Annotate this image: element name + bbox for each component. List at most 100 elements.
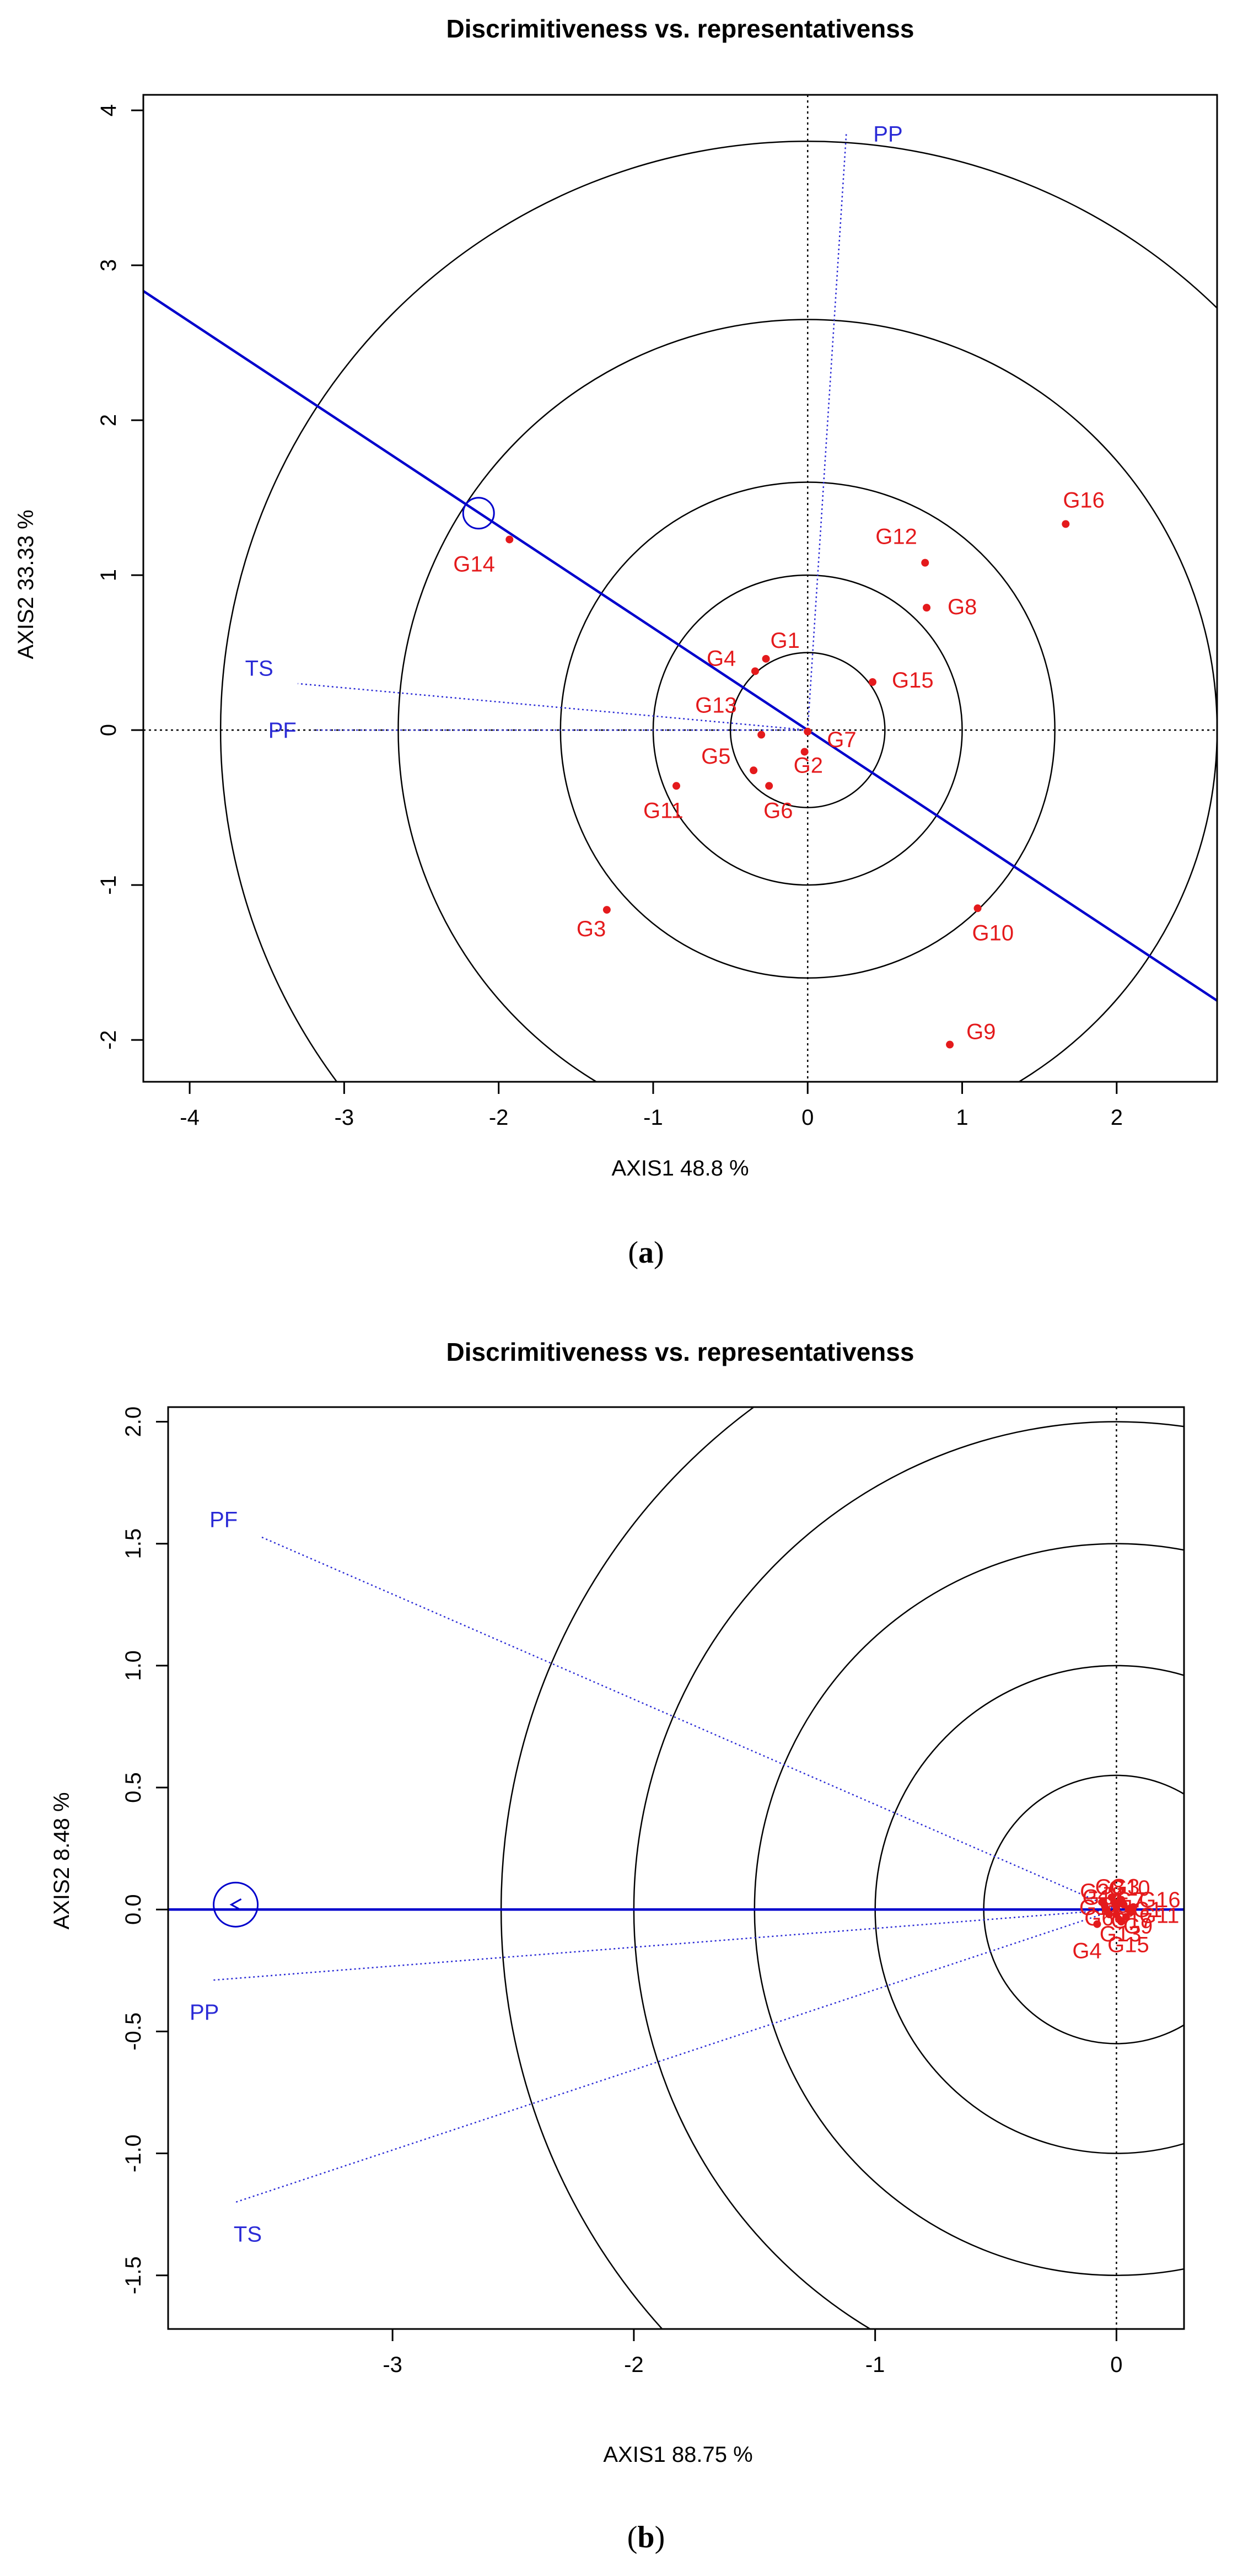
chart-a-genotype-point-g2 <box>800 748 809 756</box>
chart-a-genotype-label-g1: G1 <box>771 629 800 653</box>
chart-b-environment-label-pp: PP <box>190 2000 219 2025</box>
chart-a-axes: -4 -3 -2 -1 0 1 2 -2 -1 0 1 2 3 4 <box>96 104 1123 1130</box>
chart-a-title: Discrimitiveness vs. representativenss <box>446 14 914 43</box>
chart-b-genotype-label-g10: G10 <box>1109 1876 1150 1901</box>
chart-b-genotype-label-g17: G17 <box>1111 1909 1153 1933</box>
chart-b-environment-vector-pp <box>211 1908 1117 1981</box>
chart-b-environment-vector-pf <box>259 1536 1117 1910</box>
chart-b-genotype-point-g14 <box>1100 1901 1109 1909</box>
chart-a-environment-label-pf: PF <box>268 718 297 743</box>
chart-b-genotype-label-g16: G16 <box>1139 1888 1181 1912</box>
chart-b-x-tick-label: 0 <box>1110 2353 1122 2377</box>
chart-b-y-axis-title: AXIS2 8.48 % <box>50 1792 74 1929</box>
chart-a-genotype-label-g11: G11 <box>643 798 684 823</box>
chart-b-genotype-label-g8: G8 <box>1095 1875 1124 1899</box>
chart-a-genotype-label-g10: G10 <box>972 921 1014 945</box>
chart-a-genotype-point-g5 <box>750 766 758 775</box>
chart-b-y-tick-label: 1.5 <box>121 1528 146 1559</box>
chart-a-genotype-label-g16: G16 <box>1063 488 1105 512</box>
chart-a-genotype-point-g8 <box>923 604 931 612</box>
chart-a-average-environment-marker <box>462 497 495 530</box>
chart-a-genotype-point-g11 <box>672 782 680 790</box>
chart-b-genotype-label-g11: G11 <box>1139 1904 1180 1928</box>
chart-a-genotype-label-g3: G3 <box>577 917 606 941</box>
chart-a-genotype-point-g16 <box>1062 520 1070 528</box>
chart-a-x-axis-title: AXIS1 48.8 % <box>611 1156 749 1180</box>
chart-a-genotype-label-g9: G9 <box>966 1020 996 1044</box>
chart-a-y-tick-label: 4 <box>96 104 121 116</box>
chart-a-average-environment-axis <box>143 289 1217 1002</box>
chart-a-environment-label-pp: PP <box>873 122 902 146</box>
chart-b-genotype-label-g3: G3 <box>1110 1875 1139 1899</box>
chart-b-y-tick-label: -0.5 <box>121 2012 146 2051</box>
chart-a-y-axis-title: AXIS2 33.33 % <box>14 509 38 659</box>
chart-a-environment-label-ts: TS <box>245 657 273 681</box>
chart-a: Discrimitiveness vs. representativenss P… <box>14 14 1218 1270</box>
chart-a-genotype-point-g12 <box>921 559 929 567</box>
chart-a-genotype-point-g1 <box>762 654 770 663</box>
chart-a-x-tick-label: -2 <box>489 1105 509 1130</box>
chart-b-caption-letter: b <box>637 2520 654 2554</box>
chart-a-x-tick-label: -3 <box>335 1105 354 1130</box>
chart-a-environment-vector-ts <box>298 683 808 731</box>
chart-a-caption: (a) <box>628 1236 664 1270</box>
chart-a-y-tick-label: 0 <box>96 724 121 736</box>
chart-b-x-tick-label: -3 <box>383 2353 402 2377</box>
chart-a-frame <box>142 94 1218 1083</box>
chart-a-environment-vector-pp <box>806 133 847 731</box>
chart-b-x-tick-label: -1 <box>865 2353 885 2377</box>
chart-a-genotype-label-g12: G12 <box>875 525 917 549</box>
chart-a-y-tick-label: -1 <box>96 875 121 895</box>
chart-a-genotype-point-g15 <box>868 678 876 686</box>
chart-a-y-tick-label: -2 <box>96 1030 121 1050</box>
chart-b-average-environment-arrow <box>229 1898 242 1911</box>
chart-a-x-tick-label: 1 <box>956 1105 968 1130</box>
chart-b-genotype-point-g10 <box>1110 1898 1118 1906</box>
chart-b-y-tick-label: 1.0 <box>121 1650 146 1681</box>
chart-b-genotype-point-g16 <box>1129 1903 1138 1911</box>
chart-a-caption-letter: a <box>638 1236 654 1270</box>
chart-a-y-tick-label: 3 <box>96 259 121 271</box>
chart-a-genotype-label-g7: G7 <box>827 728 856 752</box>
chart-b-genotype-label-g4: G4 <box>1072 1939 1101 1963</box>
chart-b-genotype-label-g1: G1 <box>1133 1898 1162 1922</box>
chart-a-genotype-label-g15: G15 <box>892 668 934 693</box>
chart-b-average-environment-marker <box>213 1881 259 1928</box>
chart-b-genotype-label-g2: G2 <box>1080 1880 1109 1904</box>
chart-a-genotype-point-g9 <box>946 1040 954 1049</box>
chart-a-x-tick-label: 2 <box>1111 1105 1123 1130</box>
chart-b-genotype-point-g17 <box>1112 1910 1121 1919</box>
chart-b-y-tick-label: -1.5 <box>121 2256 146 2294</box>
chart-a-genotype-label-g6: G6 <box>763 798 793 823</box>
chart-a-genotype-label-g5: G5 <box>701 744 730 769</box>
chart-a-genotype-point-g4 <box>751 667 759 675</box>
chart-a-genotype-label-g2: G2 <box>794 753 823 777</box>
chart-b-environment-vector-ts <box>235 1909 1117 2203</box>
chart-a-x-tick-label: -4 <box>180 1105 200 1130</box>
chart-a-genotype-point-g10 <box>973 904 982 913</box>
chart-a-genotype-point-g13 <box>757 731 766 739</box>
chart-b-genotype-label-g9: G9 <box>1123 1914 1153 1938</box>
chart-b-y-tick-label: 0.5 <box>121 1772 146 1803</box>
chart-a-plot-area: PP TS PF G1 G2 G3 G4 G5 G6 G7 G8 G9 G10 G11 G12 G13 G14 G… <box>143 95 1217 1082</box>
chart-b-axes: -3 -2 -1 0 -1.5 -1.0 -0.5 0.0 0.5 1.0 1.5 2.0 <box>121 1407 1123 2377</box>
chart-b-frame <box>167 1406 1185 2330</box>
chart-a-genotype-point-g7 <box>804 727 812 736</box>
chart-a-genotype-point-g3 <box>602 906 611 914</box>
chart-a-y-tick-label: 2 <box>96 414 121 426</box>
chart-b-genotype-label-g14: G14 <box>1083 1885 1124 1909</box>
chart-a-genotype-label-g14: G14 <box>453 552 495 576</box>
chart-b-x-axis-title: AXIS1 88.75 % <box>603 2443 752 2467</box>
chart-b-plot-area: PFPPTSG1G2G3G4G5G6G7G8G9G10G11G12G13G14G… <box>168 1407 1184 2329</box>
chart-b-genotype-point-g15 <box>1117 1918 1126 1926</box>
chart-b-caption: (b) <box>627 2520 665 2554</box>
chart-b-x-tick-label: -2 <box>624 2353 644 2377</box>
chart-b-genotype-point-g9 <box>1122 1913 1130 1921</box>
chart-a-x-tick-label: 0 <box>801 1105 814 1130</box>
chart-b-y-tick-label: 0.0 <box>121 1894 146 1925</box>
chart-b-genotype-point-g7 <box>1120 1901 1128 1909</box>
chart-a-genotype-point-g14 <box>505 535 514 544</box>
chart-b-title: Discrimitiveness vs. representativenss <box>446 1338 914 1366</box>
chart-a-genotype-label-g8: G8 <box>948 595 977 619</box>
